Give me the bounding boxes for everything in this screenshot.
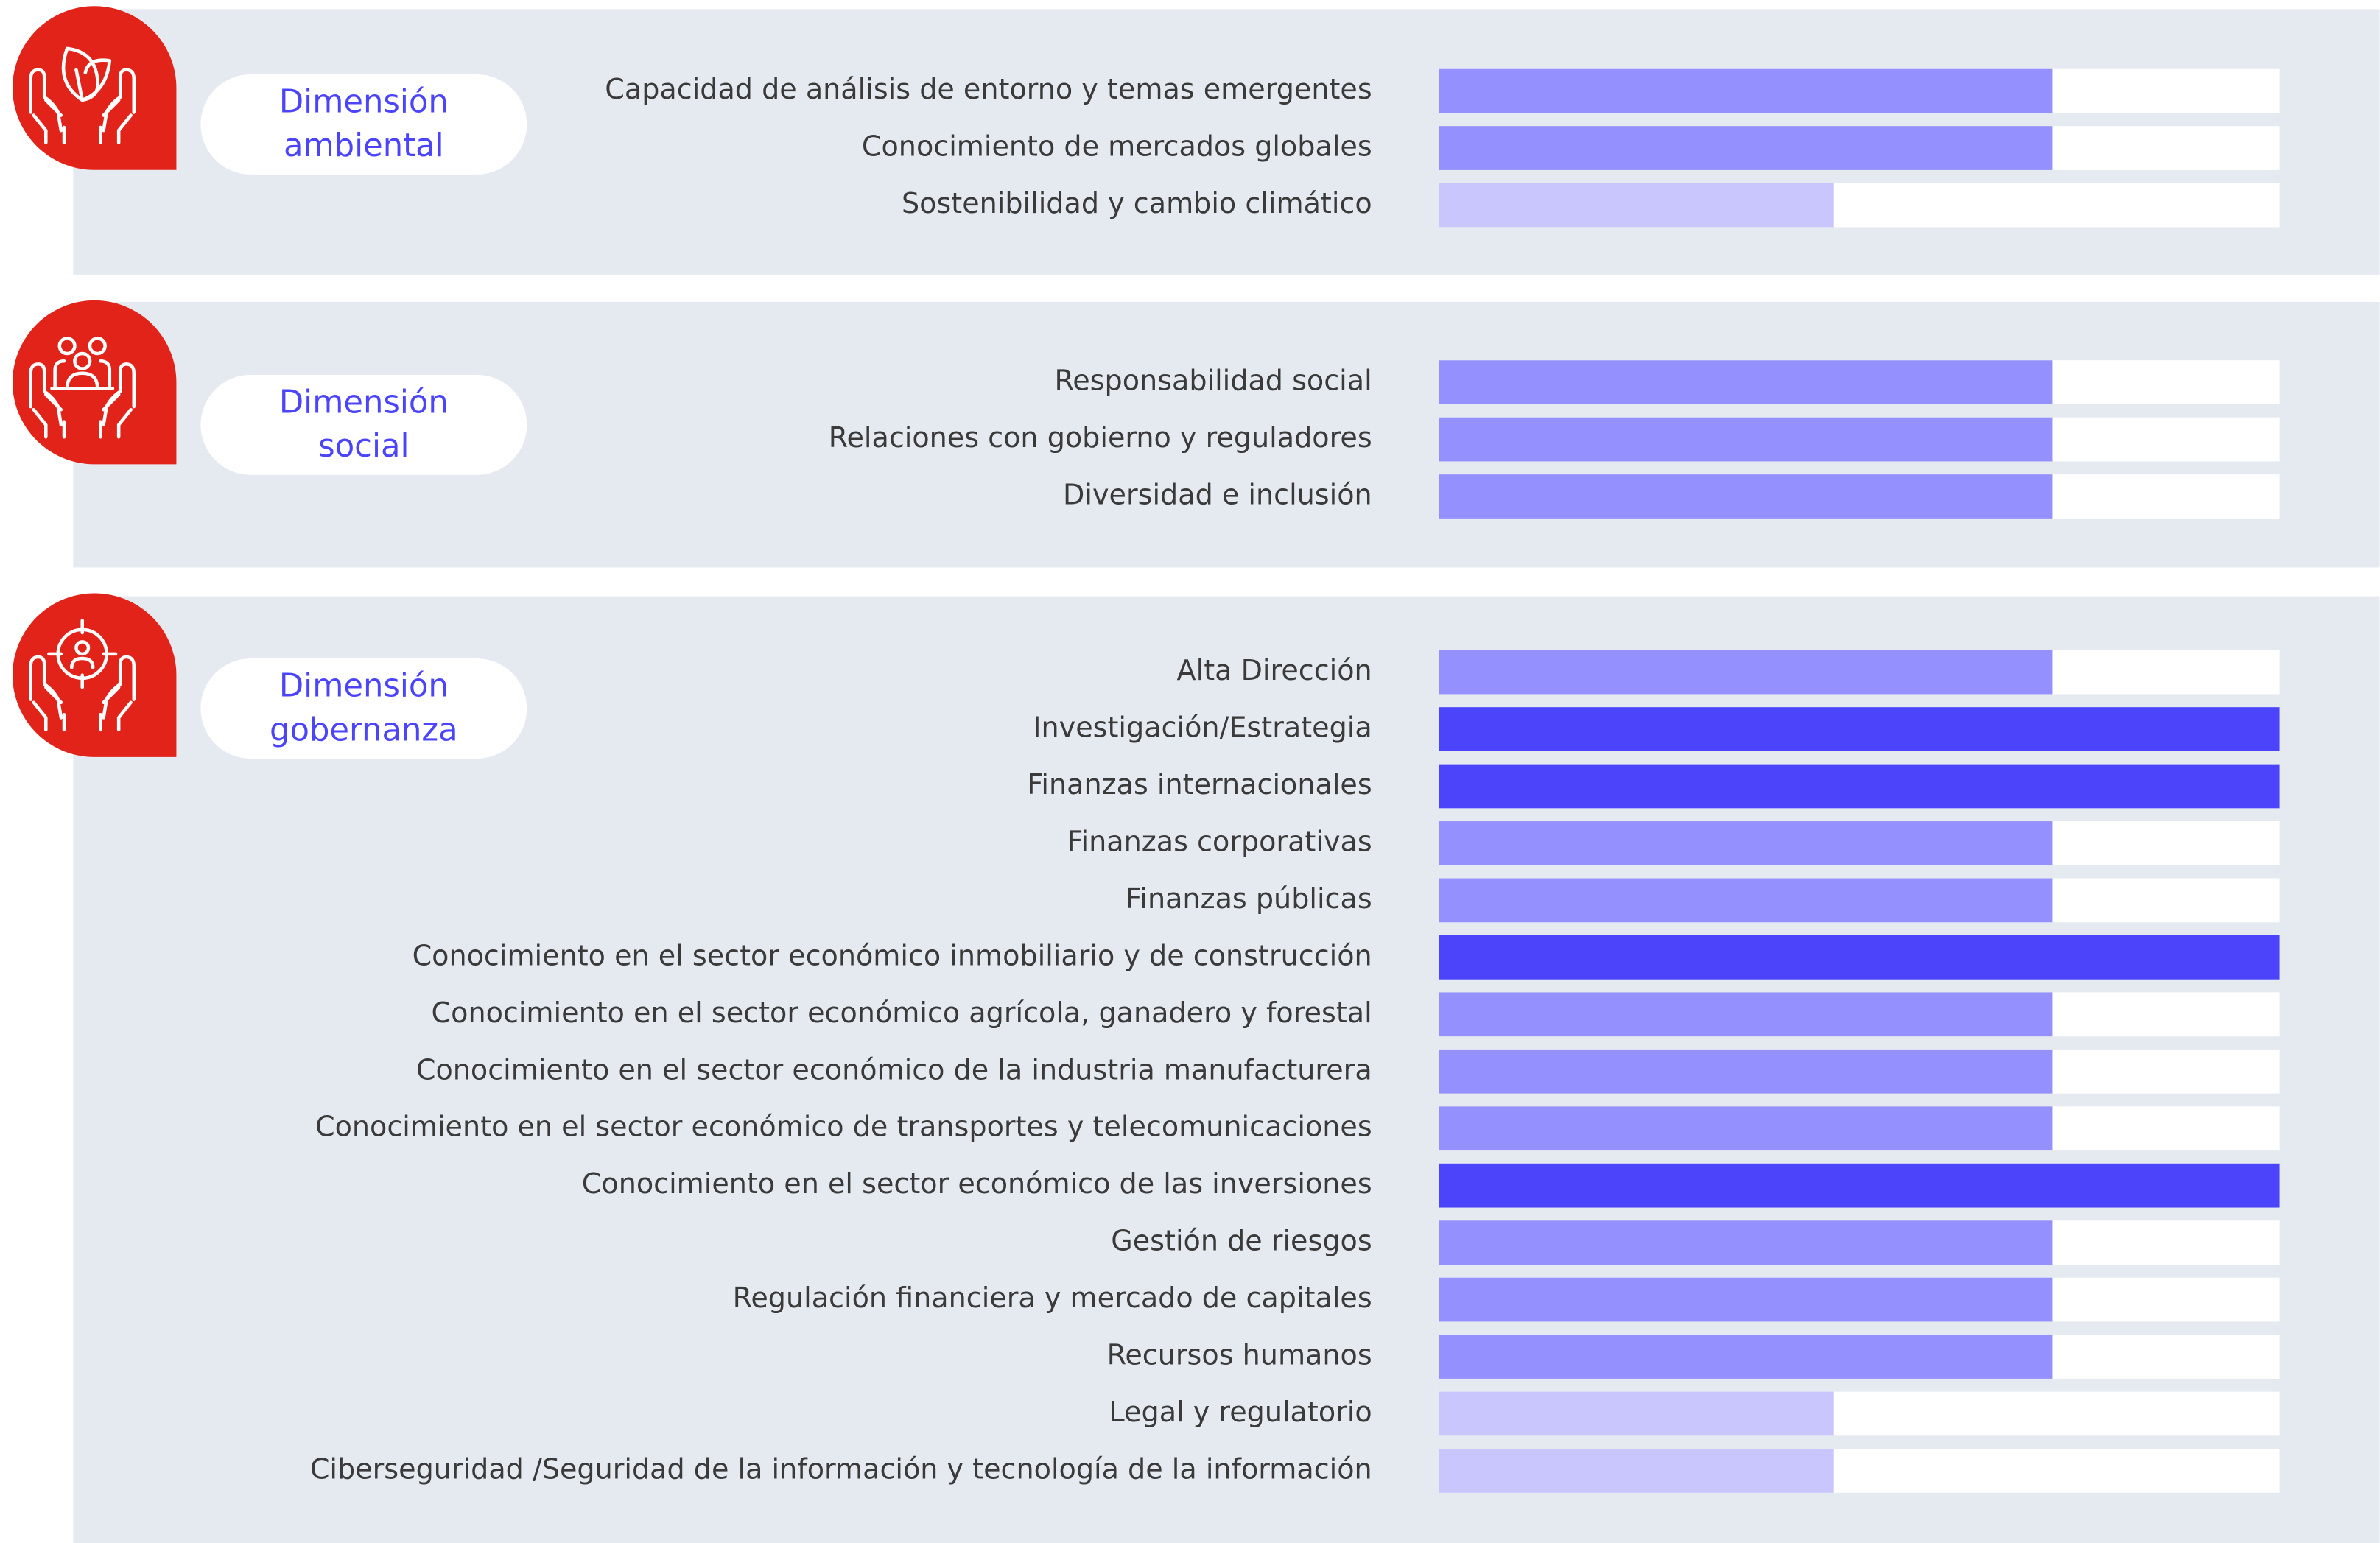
category-label: Gestión de riesgos [1111,1225,1372,1257]
title-pill [200,74,527,175]
bar [1439,1277,2053,1322]
bar [1439,935,2280,980]
category-label: Finanzas internacionales [1027,768,1372,801]
bar [1439,1049,2053,1094]
icon-person [88,337,107,356]
bar [1439,878,2053,923]
category-label: Legal y regulatorio [1109,1396,1372,1428]
bar [1439,360,2053,404]
icon-badge [12,300,177,465]
category-label: Recursos humanos [1107,1339,1372,1371]
icon [12,300,177,465]
bar [1439,650,2053,695]
category-label: Diversidad e inclusión [1063,479,1372,511]
chart-title: Dimensión social [278,384,449,465]
bar [1439,474,2053,519]
bar [1439,68,2053,113]
icon [12,6,177,170]
bar [1439,1220,2053,1265]
category-label: Ciberseguridad /Seguridad de la informac… [310,1452,1372,1485]
category-label: Sostenibilidad y cambio climático [902,187,1372,219]
icon-group [50,359,115,390]
bar [1439,1391,1834,1436]
chart-title: Dimensión gobernanza [270,667,458,748]
bar [1439,992,2053,1037]
bar [1439,707,2280,751]
title-box: Dimensión ambiental [278,83,449,164]
category-label: Finanzas corporativas [1067,825,1372,857]
bar [1439,417,2053,462]
category-label: Alta Dirección [1177,654,1372,686]
icon [12,593,177,757]
title-pill [200,374,527,475]
bar [1439,1163,2280,1208]
category-label: Conocimiento en el sector económico inmo… [413,939,1372,971]
title-box: Dimensión social [278,384,449,465]
category-label: Conocimiento de mercados globales [862,130,1372,163]
bar [1439,764,2280,809]
bar [1439,183,1834,228]
bar [1439,821,2053,865]
category-label: Regulación financiera y mercado de capit… [733,1282,1372,1314]
category-label: Finanzas públicas [1126,882,1372,915]
category-label: Relaciones con gobierno y reguladores [829,421,1372,454]
category-label: Responsabilidad social [1054,365,1372,397]
bar [1439,126,2053,170]
icon-badge [12,6,177,170]
icon-crosshair [47,619,118,689]
title-pill [200,658,527,759]
icon-person [57,337,77,356]
category-label: Conocimiento en el sector económico de l… [582,1167,1372,1200]
icon-leaf [61,46,112,102]
category-label: Investigación/Estrategia [1033,711,1372,744]
category-label: Conocimiento en el sector económico agrí… [432,997,1372,1029]
category-label: Conocimiento en el sector económico de l… [416,1053,1372,1086]
chart-title: Dimensión ambiental [278,83,449,164]
category-label: Capacidad de análisis de entorno y temas… [605,73,1372,105]
bar [1439,1106,2053,1151]
title-box: Dimensión gobernanza [270,667,458,748]
bar [1439,1335,2053,1379]
bar [1439,1449,1834,1493]
icon-person [73,351,92,370]
icon-person [74,640,91,656]
category-label: Conocimiento en el sector económico de t… [315,1111,1372,1143]
